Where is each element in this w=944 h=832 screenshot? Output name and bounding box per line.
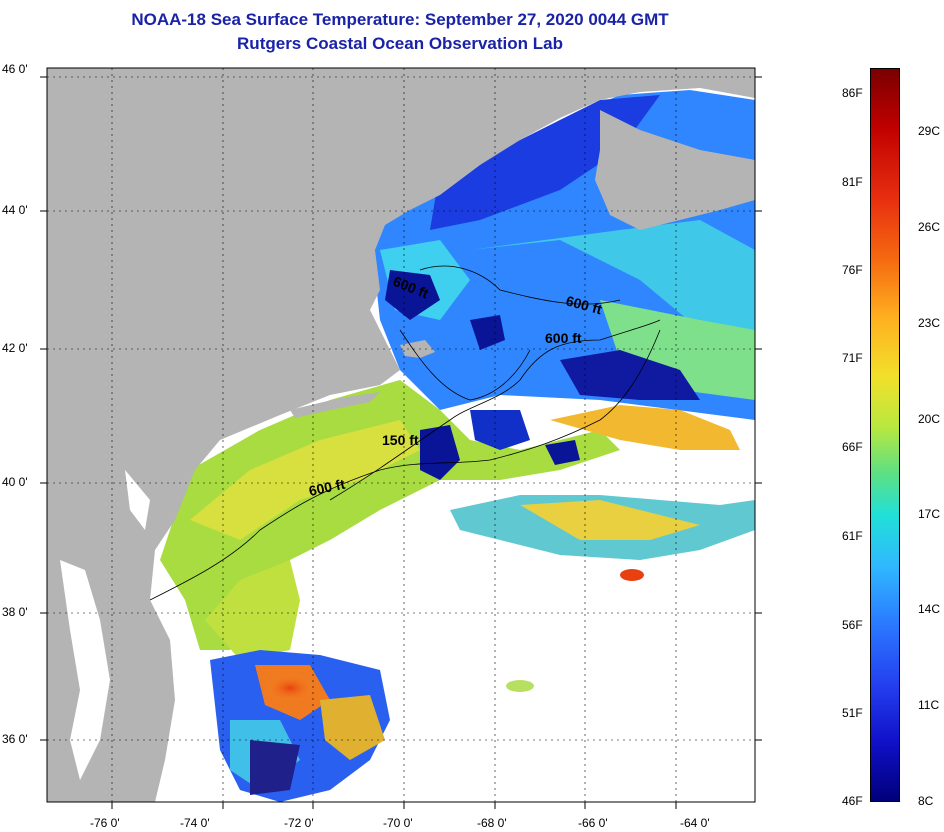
map-title: NOAA-18 Sea Surface Temperature: Septemb… bbox=[131, 10, 669, 29]
lon-label: -70 0' bbox=[383, 816, 413, 830]
colorbar-f-label: 56F bbox=[842, 618, 863, 632]
lat-label: 36 0' bbox=[2, 732, 28, 746]
lon-label: -74 0' bbox=[180, 816, 210, 830]
sst-field bbox=[160, 90, 755, 802]
colorbar-f-label: 46F bbox=[842, 794, 863, 808]
colorbar-f-label: 71F bbox=[842, 351, 863, 365]
colorbar-c-label: 8C bbox=[918, 794, 934, 808]
colorbar-c-label: 14C bbox=[918, 602, 941, 616]
lon-label: -72 0' bbox=[284, 816, 314, 830]
colorbar-c-label: 26C bbox=[918, 220, 941, 234]
graticule bbox=[47, 68, 755, 802]
temperature-colorbar bbox=[870, 68, 900, 802]
map-border bbox=[46, 67, 756, 803]
map-subtitle: Rutgers Coastal Ocean Observation Lab bbox=[237, 34, 563, 53]
contour-label: 600 ft bbox=[307, 476, 346, 499]
colorbar-c-label: 11C bbox=[918, 698, 940, 712]
colorbar-c-label: 20C bbox=[918, 412, 941, 426]
colorbar-c-label: 17C bbox=[918, 507, 941, 521]
colorbar-f-label: 81F bbox=[842, 175, 863, 189]
lon-label: -68 0' bbox=[477, 816, 507, 830]
colorbar-f-label: 66F bbox=[842, 440, 863, 454]
lat-label: 38 0' bbox=[2, 605, 28, 619]
bathymetry-contours bbox=[149, 265, 661, 601]
lat-label: 42 0' bbox=[2, 341, 28, 355]
contour-label: 600 ft bbox=[545, 330, 582, 346]
chesapeake-bay bbox=[60, 560, 110, 780]
colorbar-f-label: 86F bbox=[842, 86, 863, 100]
axis-ticks bbox=[40, 76, 762, 809]
lon-label: -64 0' bbox=[680, 816, 710, 830]
contour-label: 150 ft bbox=[382, 432, 419, 448]
colorbar-c-label: 29C bbox=[918, 124, 941, 138]
lat-label: 46 0' bbox=[2, 62, 28, 76]
lon-label: -66 0' bbox=[578, 816, 608, 830]
colorbar-f-label: 51F bbox=[842, 706, 863, 720]
colorbar-c-label: 23C bbox=[918, 316, 941, 330]
delaware-bay bbox=[125, 470, 150, 530]
lat-label: 44 0' bbox=[2, 203, 28, 217]
colorbar-f-label: 61F bbox=[842, 529, 863, 543]
lat-label: 40 0' bbox=[2, 475, 28, 489]
lon-label: -76 0' bbox=[90, 816, 120, 830]
colorbar-f-label: 76F bbox=[842, 263, 863, 277]
